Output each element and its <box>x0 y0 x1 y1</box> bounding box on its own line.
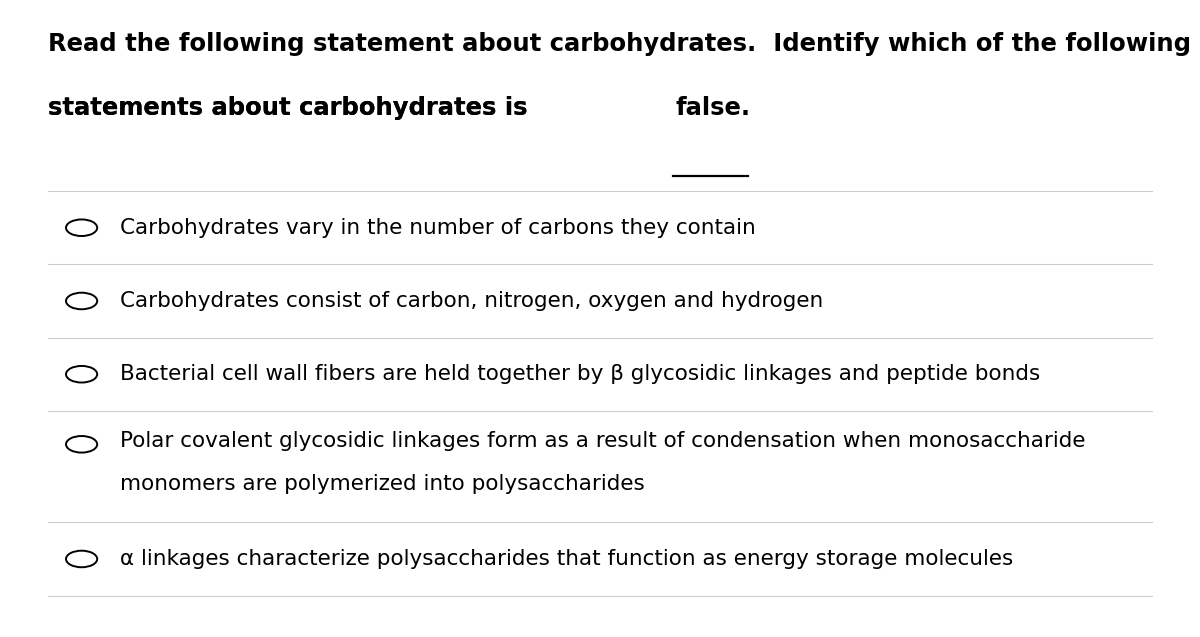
Text: false.: false. <box>676 96 750 120</box>
Text: Carbohydrates vary in the number of carbons they contain: Carbohydrates vary in the number of carb… <box>120 218 756 238</box>
Text: Carbohydrates consist of carbon, nitrogen, oxygen and hydrogen: Carbohydrates consist of carbon, nitroge… <box>120 291 823 311</box>
Text: Read the following statement about carbohydrates.  Identify which of the followi: Read the following statement about carbo… <box>48 32 1190 56</box>
Text: statements about carbohydrates is: statements about carbohydrates is <box>48 96 536 120</box>
Text: Polar covalent glycosidic linkages form as a result of condensation when monosac: Polar covalent glycosidic linkages form … <box>120 431 1086 451</box>
Text: monomers are polymerized into polysaccharides: monomers are polymerized into polysaccha… <box>120 474 644 494</box>
Text: Bacterial cell wall fibers are held together by β glycosidic linkages and peptid: Bacterial cell wall fibers are held toge… <box>120 364 1040 384</box>
Text: statements about carbohydrates is: statements about carbohydrates is <box>48 96 536 120</box>
Text: α linkages characterize polysaccharides that function as energy storage molecule: α linkages characterize polysaccharides … <box>120 549 1013 569</box>
